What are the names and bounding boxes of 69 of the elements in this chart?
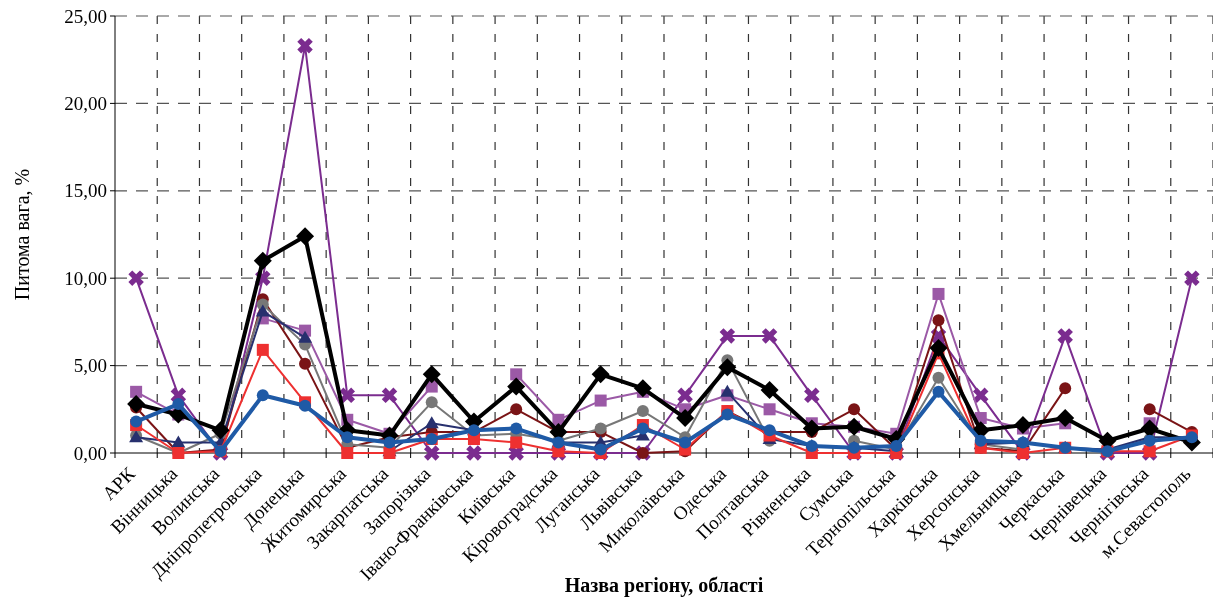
point — [425, 396, 438, 409]
point — [633, 379, 652, 398]
point — [510, 422, 523, 435]
point — [763, 403, 776, 416]
point — [297, 37, 313, 54]
point — [339, 387, 356, 404]
point — [1143, 403, 1156, 416]
point — [1184, 270, 1200, 286]
point — [128, 270, 144, 286]
point — [256, 343, 269, 356]
point — [423, 445, 440, 461]
point — [677, 387, 693, 404]
point — [341, 447, 354, 459]
point — [679, 436, 692, 449]
y-tick-label: 25,00 — [64, 5, 107, 27]
point — [972, 387, 989, 404]
point — [172, 398, 185, 411]
y-tick-label: 15,00 — [64, 180, 107, 202]
point — [676, 409, 695, 428]
point — [299, 357, 312, 370]
point — [510, 403, 523, 416]
y-tick-label: 0,00 — [73, 442, 107, 464]
point — [636, 405, 649, 418]
point — [296, 227, 315, 246]
point — [211, 421, 230, 440]
point — [932, 385, 945, 398]
point — [718, 358, 737, 377]
point — [383, 436, 396, 449]
y-tick-label: 20,00 — [64, 93, 107, 115]
point — [130, 385, 143, 398]
point — [848, 403, 861, 416]
point — [594, 443, 607, 456]
point — [804, 387, 820, 404]
point — [591, 365, 610, 384]
point — [298, 330, 313, 343]
point — [466, 445, 482, 461]
point — [510, 368, 523, 381]
x-axis-title: Назва регіону, області — [564, 574, 764, 597]
point — [424, 416, 439, 429]
point — [594, 422, 607, 435]
point — [130, 415, 143, 428]
point — [422, 365, 441, 384]
point — [929, 339, 948, 358]
point — [594, 394, 607, 407]
point — [381, 387, 398, 404]
point — [1059, 382, 1072, 395]
y-tick-label: 5,00 — [73, 355, 107, 377]
point — [255, 304, 270, 317]
y-tick-label: 10,00 — [64, 267, 107, 289]
point — [171, 435, 186, 448]
point — [253, 251, 272, 270]
point — [510, 436, 523, 449]
point — [760, 381, 779, 400]
point — [127, 395, 146, 414]
point — [341, 431, 354, 444]
point — [256, 389, 269, 402]
point — [932, 314, 945, 327]
y-axis-title: Питома вага, % — [11, 168, 33, 301]
point — [802, 419, 821, 438]
point — [1057, 328, 1073, 344]
point — [1013, 416, 1032, 435]
point — [507, 377, 526, 396]
point — [719, 328, 736, 344]
point — [932, 287, 945, 300]
point — [720, 384, 735, 397]
point — [1140, 419, 1159, 438]
point — [761, 328, 778, 344]
point — [932, 371, 945, 384]
point — [1056, 409, 1075, 428]
